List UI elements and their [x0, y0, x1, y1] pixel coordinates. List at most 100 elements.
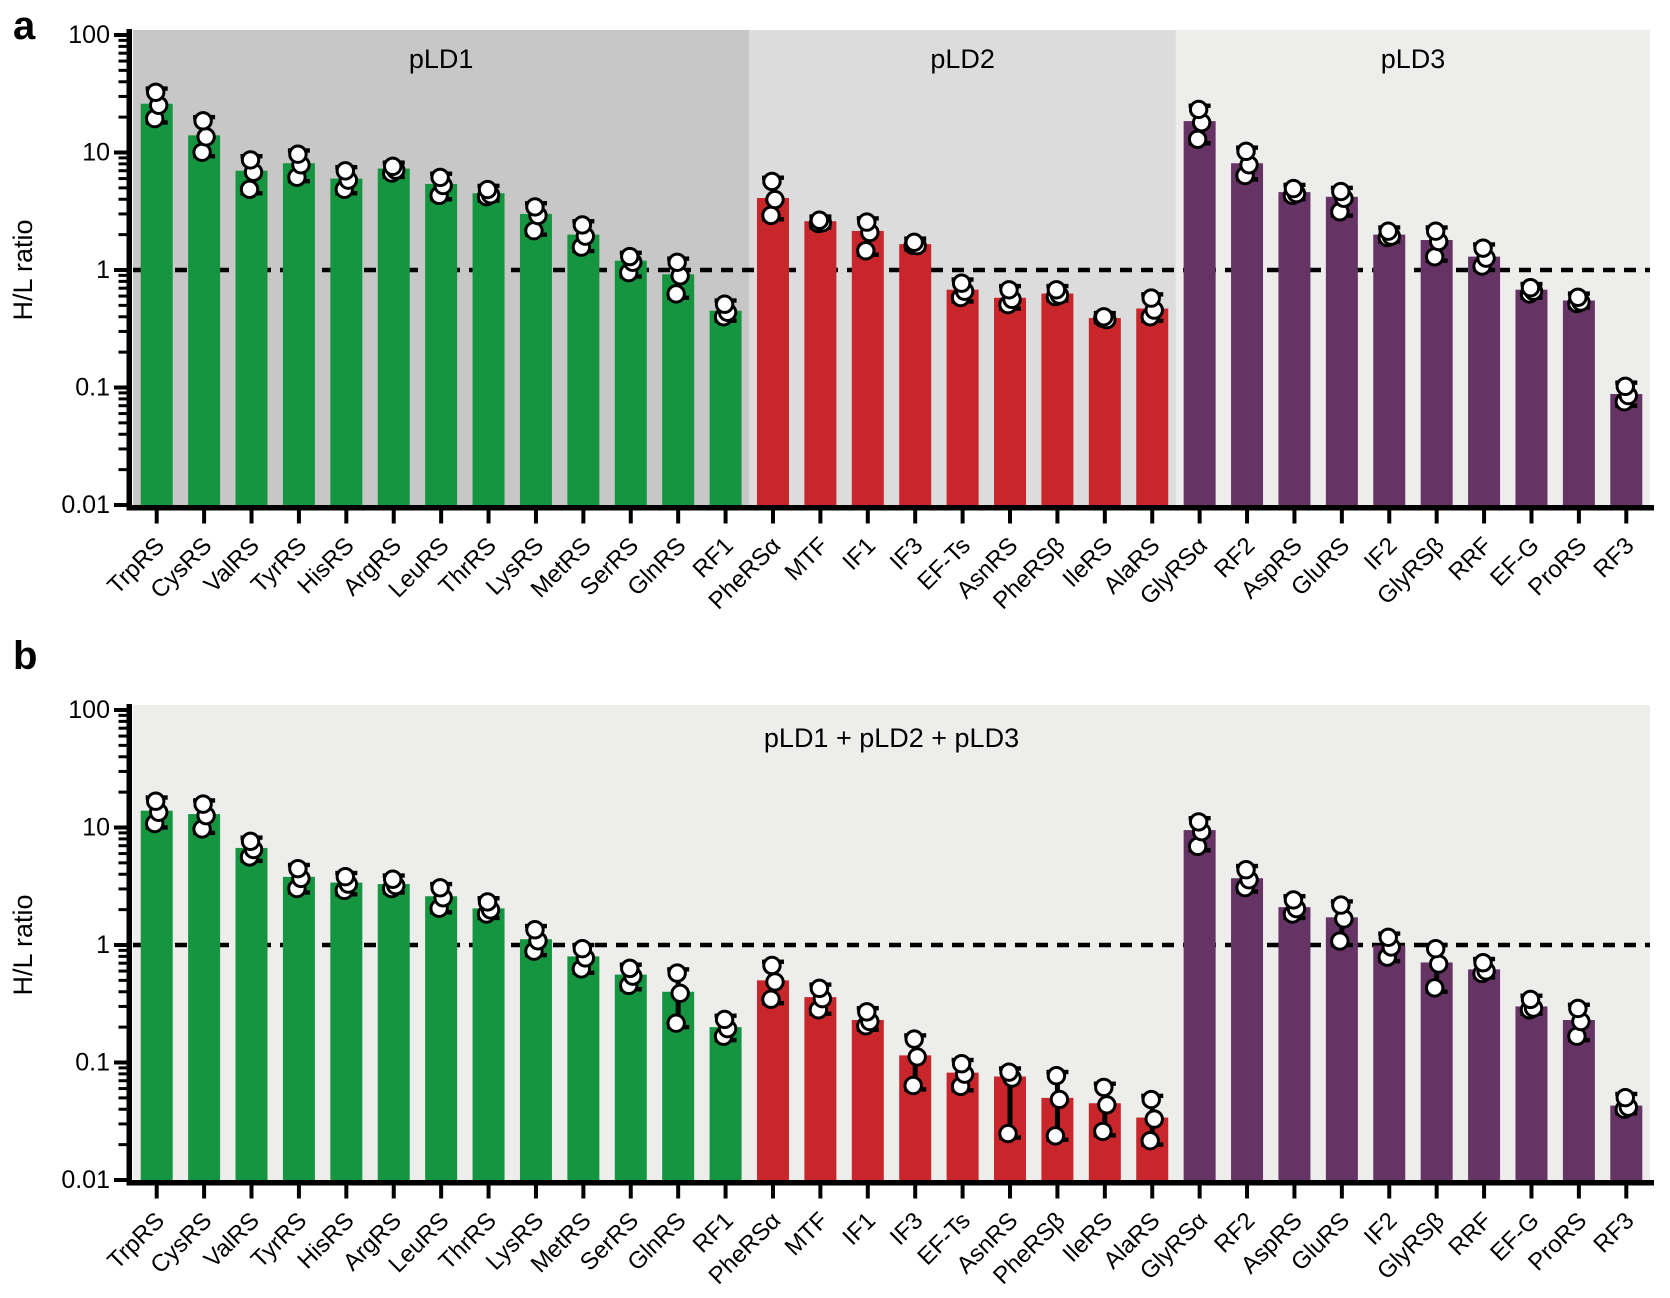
- y-minor-tick: [118, 887, 127, 891]
- bar-PheRSα: [756, 980, 789, 1180]
- x-tick: [1292, 1185, 1297, 1199]
- data-point-AsnRS: [998, 1123, 1018, 1144]
- x-tick: [1197, 510, 1202, 524]
- y-minor-tick: [118, 719, 127, 723]
- bar-MetRS: [567, 956, 600, 1180]
- data-point-ValRS: [239, 179, 260, 200]
- bar-ThrRS: [472, 193, 505, 505]
- x-tick-label-IF1: IF1: [837, 1207, 881, 1251]
- data-point-GluRS: [1331, 895, 1351, 915]
- bar-ProRS: [1562, 300, 1595, 505]
- y-minor-tick: [118, 1079, 127, 1083]
- bar-IleRS: [1088, 318, 1121, 505]
- y-minor-tick: [118, 1087, 127, 1091]
- x-tick: [581, 1185, 586, 1199]
- bar-GluRS: [1325, 917, 1358, 1180]
- y-minor-tick: [118, 432, 127, 436]
- data-point-RF2: [1236, 141, 1256, 162]
- y-minor-tick: [118, 279, 127, 283]
- data-point-GlyRSβ: [1428, 954, 1449, 974]
- y-minor-tick: [118, 1107, 127, 1111]
- bar-TrpRS: [140, 810, 173, 1180]
- x-tick: [439, 1185, 444, 1199]
- x-tick: [486, 510, 491, 524]
- y-minor-tick: [118, 156, 127, 160]
- x-tick: [1529, 1185, 1534, 1199]
- bar-IF1: [851, 1019, 884, 1180]
- data-point-LeuRS: [430, 878, 450, 898]
- x-tick: [581, 510, 586, 524]
- y-minor-tick: [118, 1143, 127, 1147]
- x-tick-label-MTF: MTF: [780, 1207, 834, 1261]
- data-point-RF2: [1236, 860, 1256, 880]
- data-point-AspRS: [1283, 890, 1304, 910]
- data-point-PheRSβ: [1049, 1089, 1070, 1110]
- data-point-ValRS: [240, 831, 261, 852]
- y-minor-tick: [118, 169, 127, 173]
- data-point-GlyRSβ: [1425, 939, 1446, 959]
- x-tick: [1008, 1185, 1013, 1199]
- bar-CysRS: [188, 135, 221, 505]
- x-tick: [1245, 1185, 1250, 1199]
- data-point-ThrRS: [477, 179, 498, 200]
- x-tick-label-RF3: RF3: [1588, 1207, 1639, 1258]
- x-tick: [202, 1185, 207, 1199]
- data-point-AspRS: [1283, 178, 1304, 199]
- data-point-AsnRS: [999, 1062, 1019, 1082]
- data-point-ThrRS: [477, 892, 498, 912]
- data-point-TyrRS: [288, 858, 308, 879]
- x-tick: [1576, 510, 1581, 524]
- x-tick: [770, 1185, 775, 1199]
- x-tick: [391, 1185, 396, 1199]
- data-point-PheRSβ: [1045, 1126, 1066, 1146]
- x-tick: [1624, 510, 1629, 524]
- y-tick-label: 10: [82, 139, 110, 167]
- x-tick: [818, 1185, 823, 1199]
- y-minor-tick: [118, 68, 127, 72]
- data-point-MTF: [809, 210, 830, 230]
- bar-MTF: [804, 221, 837, 505]
- bar-SerRS: [614, 260, 647, 505]
- y-minor-tick: [118, 273, 127, 277]
- y-major-tick: [114, 943, 127, 947]
- bar-PheRSα: [756, 197, 789, 505]
- data-point-AlaRS: [1140, 1131, 1160, 1151]
- y-minor-tick: [118, 831, 127, 835]
- data-point-TrpRS: [146, 82, 166, 102]
- y-minor-tick: [118, 954, 127, 958]
- x-tick-label-IF1: IF1: [837, 532, 881, 576]
- data-point-SerRS: [620, 246, 640, 267]
- bar-SerRS: [614, 974, 647, 1180]
- data-point-PheRSα: [765, 972, 785, 992]
- x-tick: [1482, 510, 1487, 524]
- y-major-tick: [114, 503, 127, 507]
- y-tick-label: 1: [96, 256, 110, 284]
- bar-IF2: [1373, 945, 1406, 1180]
- y-major-tick: [114, 1178, 127, 1182]
- data-point-AlaRS: [1144, 1109, 1164, 1129]
- data-point-LysRS: [525, 197, 545, 217]
- bar-ArgRS: [377, 168, 410, 505]
- x-tick: [1245, 510, 1250, 524]
- y-minor-tick: [118, 844, 127, 848]
- data-point-RF1: [714, 294, 735, 314]
- bar-HisRS: [330, 882, 363, 1180]
- x-tick: [960, 1185, 965, 1199]
- data-point-GlyRSα: [1187, 129, 1208, 149]
- x-tick: [1387, 510, 1392, 524]
- x-tick: [913, 510, 918, 524]
- data-point-AlaRS: [1141, 288, 1161, 308]
- bar-GlnRS: [662, 274, 695, 505]
- y-minor-tick: [118, 421, 127, 425]
- data-point-HisRS: [335, 867, 356, 887]
- y-minor-tick: [118, 948, 127, 952]
- data-point-IF1: [856, 241, 876, 261]
- bar-EF-Ts: [946, 289, 979, 505]
- x-tick: [533, 510, 538, 524]
- x-tick: [296, 1185, 301, 1199]
- y-tick-label: 100: [68, 696, 110, 724]
- data-point-CysRS: [193, 111, 213, 131]
- data-point-IF2: [1378, 927, 1398, 948]
- region-title-pLD2: pLD2: [930, 44, 995, 74]
- x-tick: [1576, 1185, 1581, 1199]
